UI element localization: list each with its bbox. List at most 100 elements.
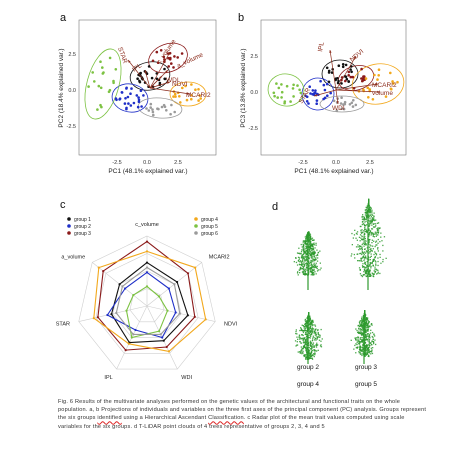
radar-point-group-4 <box>127 342 130 345</box>
pa-point-group-5 <box>87 85 90 88</box>
pa-point-group-3 <box>170 62 173 65</box>
pa-point-group-5 <box>97 84 101 88</box>
pb-point-group-6 <box>354 103 358 107</box>
pa-point-group-4 <box>174 95 177 98</box>
pa-point-group-6 <box>149 106 152 109</box>
pa-point-group-5 <box>114 68 118 71</box>
pb-point-group-5 <box>296 84 299 87</box>
pb-point-group-1 <box>330 71 334 74</box>
tree-label-group-2: group 2 <box>297 364 319 371</box>
pb-point-group-5 <box>289 100 292 103</box>
pa-point-group-6 <box>156 107 159 110</box>
pb-point-group-4 <box>376 78 379 81</box>
radar-point-group-5 <box>125 309 128 312</box>
pa-point-group-2 <box>136 105 140 109</box>
pa-point-group-3 <box>176 56 179 59</box>
pb-point-group-1 <box>350 70 353 74</box>
pb-point-group-6 <box>352 99 355 102</box>
legend-marker-group-1 <box>67 217 71 221</box>
pa-point-group-4 <box>184 84 187 88</box>
pa-point-group-1 <box>158 81 162 85</box>
pb-point-group-5 <box>273 94 276 98</box>
pa-point-group-5 <box>99 86 103 90</box>
panel-a-letter: a <box>60 12 67 24</box>
legend-label: group 6 <box>201 231 218 237</box>
tree-group-5 <box>350 310 377 364</box>
pb-point-group-2 <box>309 92 312 95</box>
pa-point-group-6 <box>173 110 176 114</box>
radar-series-group-3 <box>97 240 196 351</box>
pa-vector <box>149 87 191 95</box>
radar-series-group-4 <box>93 250 207 352</box>
pb-point-group-4 <box>389 71 392 75</box>
pa-point-group-5 <box>112 79 115 83</box>
pb-point-group-6 <box>351 105 355 108</box>
pa-point-group-4 <box>197 88 200 91</box>
pa-point-group-5 <box>108 88 112 92</box>
radar-axis-label: IPL <box>104 375 112 381</box>
caption-part-3: . c Radar plot of the mean trait values … <box>58 415 405 430</box>
pa-vector-head <box>167 81 170 84</box>
pa-point-group-2 <box>142 94 145 97</box>
pb-point-group-3 <box>349 75 353 79</box>
pa-vector-label: MCARI2 <box>186 92 211 99</box>
pb-point-group-6 <box>339 102 343 105</box>
radar-series <box>92 240 207 353</box>
pb-point-group-5 <box>292 95 295 98</box>
pa-point-group-6 <box>152 113 155 117</box>
pb-point-group-4 <box>392 82 395 85</box>
pa-point-group-2 <box>125 86 128 90</box>
pa-point-group-1 <box>163 77 167 81</box>
caption-part-2: using a Hierarchical Ascendant <box>121 415 209 422</box>
pb-point-group-6 <box>332 99 336 103</box>
pa-point-group-6 <box>147 109 151 112</box>
pa-point-group-2 <box>114 97 118 100</box>
pa-point-group-2 <box>124 97 127 100</box>
radar-point-group-4 <box>97 266 100 269</box>
pb-point-group-4 <box>367 96 370 99</box>
radar-axis-label: NDVI <box>224 322 238 328</box>
pb-vector <box>335 55 357 91</box>
panel-a-vectors <box>127 51 191 95</box>
pa-point-group-4 <box>185 98 189 102</box>
pa-point-group-4 <box>179 101 182 104</box>
pb-point-group-5 <box>280 83 283 86</box>
caption-squiggle-classification: Classification <box>208 415 244 422</box>
legend-label: group 2 <box>74 224 91 230</box>
panel-a-xlabel: PC1 (48.1% explained var.) <box>108 168 187 175</box>
panel-a-ytick: 0.0 <box>68 88 76 94</box>
radar-axis-spoke <box>78 305 148 322</box>
pb-point-group-2 <box>314 89 317 92</box>
pb-point-group-1 <box>341 65 345 69</box>
pa-point-group-1 <box>147 65 151 68</box>
pb-point-group-5 <box>276 96 280 99</box>
pa-point-group-2 <box>118 97 122 100</box>
pa-point-group-3 <box>167 65 170 68</box>
radar-point-group-4 <box>145 250 149 253</box>
pb-vector-label: volume <box>372 90 393 97</box>
pb-point-group-2 <box>305 95 309 99</box>
pa-vector-label: IPL <box>131 62 143 74</box>
pa-point-group-3 <box>172 66 175 69</box>
radar-point-group-3 <box>124 349 127 352</box>
pb-point-group-5 <box>280 96 283 99</box>
radar-point-group-6 <box>115 311 118 315</box>
legend-marker-group-5 <box>194 224 198 228</box>
radar-point-group-1 <box>176 280 179 284</box>
radar-axis-label: STAR <box>56 322 70 328</box>
panel-b-letter: b <box>238 12 244 24</box>
pb-point-group-4 <box>391 80 394 83</box>
tree-label-group-3: group 3 <box>355 364 377 371</box>
pb-point-group-4 <box>377 68 381 71</box>
pa-point-group-6 <box>169 112 172 116</box>
radar-point-group-1 <box>162 339 165 342</box>
panel-b-points <box>272 63 399 112</box>
pa-point-group-1 <box>138 80 142 84</box>
legend-marker-group-2 <box>67 224 71 228</box>
radar-point-group-2 <box>145 271 149 274</box>
pa-point-group-6 <box>151 110 155 114</box>
radar-point-group-6 <box>145 266 149 269</box>
panel-a-ytick: -2.5 <box>67 124 76 130</box>
radar-axis-label: c_volume <box>135 222 159 228</box>
